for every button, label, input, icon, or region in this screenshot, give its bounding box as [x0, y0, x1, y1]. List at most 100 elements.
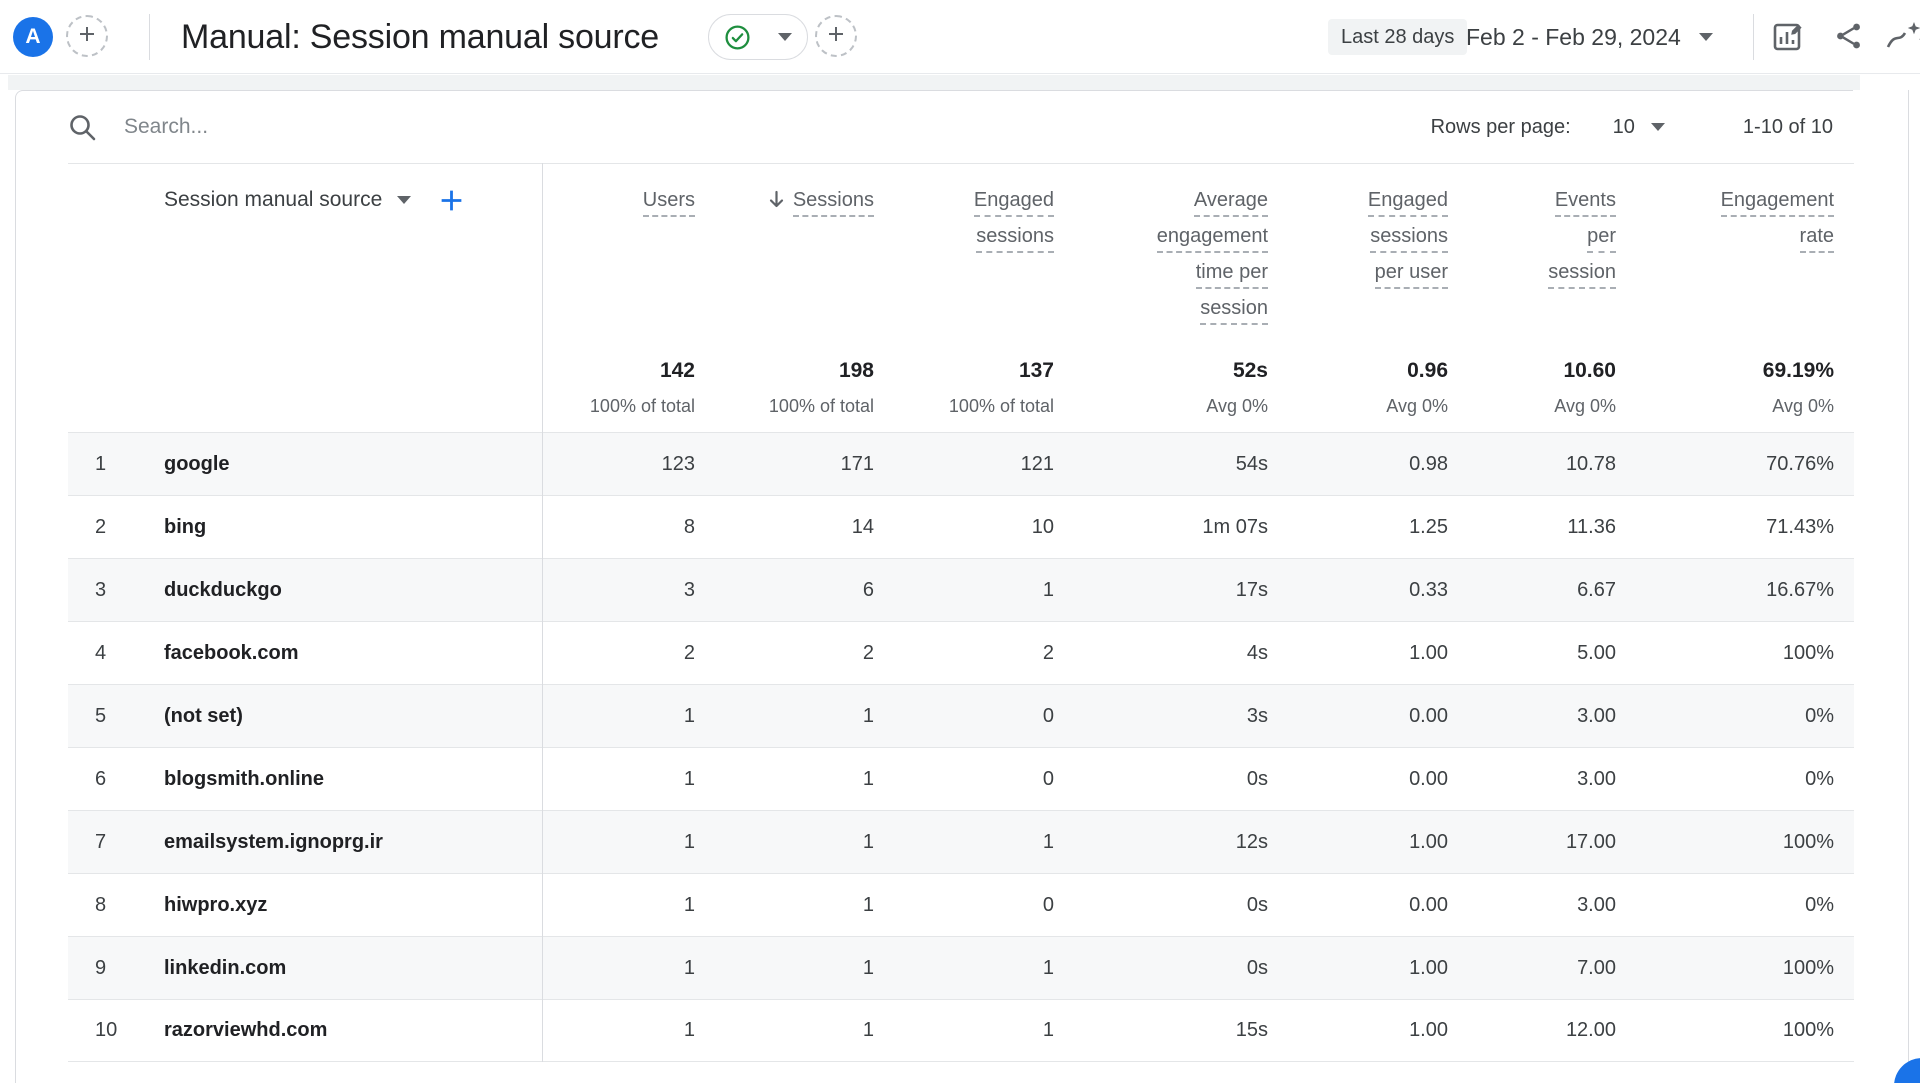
rows-per-page-label: Rows per page:: [1431, 116, 1571, 139]
column-header-average-engagement-time-per-session[interactable]: Averageengagementtime persession52sAvg 0…: [1054, 163, 1268, 432]
header-label-line: time per: [1196, 262, 1268, 289]
metric-value: 1: [542, 1000, 695, 1061]
header-label-line: Users: [643, 190, 695, 217]
column-total-subtext: 100% of total: [769, 396, 874, 417]
table-row[interactable]: 9linkedin.com1110s1.007.00100%: [68, 936, 1854, 999]
column-header-engaged-sessions-per-user[interactable]: Engagedsessionsper user0.96Avg 0%: [1268, 163, 1448, 432]
metric-value: 0s: [1054, 937, 1268, 999]
column-header-users[interactable]: Users 142 100% of total: [542, 163, 695, 432]
row-index: 8: [68, 874, 164, 936]
date-range-preset-badge: Last 28 days: [1328, 19, 1467, 55]
table-row[interactable]: 3duckduckgo36117s0.336.6716.67%: [68, 558, 1854, 621]
metric-value: 1.00: [1268, 937, 1448, 999]
insights-button[interactable]: [1886, 0, 1920, 74]
row-index: 3: [68, 559, 164, 621]
dimension-value: google: [164, 433, 542, 495]
metric-value: 6: [695, 559, 874, 621]
plus-icon: [77, 24, 97, 49]
header-label-text: time per: [1196, 262, 1268, 289]
metric-value: 17s: [1054, 559, 1268, 621]
metric-value: 8: [542, 496, 695, 558]
header-label-line: session: [1548, 262, 1616, 289]
metric-value: 100%: [1616, 811, 1854, 873]
metric-value: 1: [695, 811, 874, 873]
chevron-down-icon[interactable]: [397, 196, 411, 204]
ga4-exploration-screen: A Manual: Session manual source Last 28 …: [0, 0, 1920, 1083]
column-header-engagement-rate[interactable]: Engagementrate69.19%Avg 0%: [1616, 163, 1854, 432]
metric-value: 0.00: [1268, 685, 1448, 747]
metric-value: 100%: [1616, 622, 1854, 684]
insights-fab[interactable]: [1894, 1058, 1920, 1083]
table-row[interactable]: 2bing814101m 07s1.2511.3671.43%: [68, 495, 1854, 558]
metric-value: 10.78: [1448, 433, 1616, 495]
share-button[interactable]: [1832, 0, 1866, 74]
search-input[interactable]: [124, 105, 684, 149]
header-label-text: sessions: [1370, 226, 1448, 253]
table-row[interactable]: 1google12317112154s0.9810.7870.76%: [68, 432, 1854, 495]
date-range-picker[interactable]: Feb 2 - Feb 29, 2024: [1466, 0, 1713, 74]
metric-value: 123: [542, 433, 695, 495]
table-row[interactable]: 6blogsmith.online1100s0.003.000%: [68, 747, 1854, 810]
column-total: 0.96: [1407, 359, 1448, 383]
add-tab-button[interactable]: [66, 15, 108, 57]
header-label-text: Engagement: [1721, 190, 1834, 217]
metric-value: 1: [542, 937, 695, 999]
column-total-subtext: 100% of total: [590, 396, 695, 417]
metric-value: 3.00: [1448, 748, 1616, 810]
metric-value: 12s: [1054, 811, 1268, 873]
column-header-sessions[interactable]: Sessions198100% of total: [695, 163, 874, 432]
column-total-subtext: 100% of total: [949, 396, 1054, 417]
chart-edit-icon: [1770, 18, 1806, 57]
dimension-column-header[interactable]: Session manual source: [164, 163, 542, 432]
dimension-value: facebook.com: [164, 622, 542, 684]
metric-value: 11.36: [1448, 496, 1616, 558]
column-total-subtext: Avg 0%: [1386, 396, 1448, 417]
header-label-text: rate: [1800, 226, 1834, 253]
metric-value: 1: [542, 874, 695, 936]
metric-value: 3.00: [1448, 685, 1616, 747]
header-label-line: Engagement: [1721, 190, 1834, 217]
column-total: 142: [660, 359, 695, 383]
metric-value: 3.00: [1448, 874, 1616, 936]
metric-value: 1: [695, 1000, 874, 1061]
add-column-icon[interactable]: [438, 187, 465, 219]
table-row[interactable]: 4facebook.com2224s1.005.00100%: [68, 621, 1854, 684]
metric-value: 1: [695, 685, 874, 747]
table-row[interactable]: 8hiwpro.xyz1100s0.003.000%: [68, 873, 1854, 936]
metric-value: 1.00: [1268, 1000, 1448, 1061]
metric-value: 1: [874, 559, 1054, 621]
add-visualization-button[interactable]: [815, 15, 857, 57]
column-total-subtext: Avg 0%: [1772, 396, 1834, 417]
metric-value: 1: [874, 1000, 1054, 1061]
header-label-line: Engaged: [974, 190, 1054, 217]
insights-sparkline-icon: [1886, 18, 1920, 57]
metric-value: 0.33: [1268, 559, 1448, 621]
rows-per-page-value[interactable]: 10: [1613, 116, 1635, 139]
chevron-down-icon[interactable]: [1651, 123, 1665, 131]
header-label-line: Engaged: [1368, 190, 1448, 217]
header-label-text: Events: [1555, 190, 1616, 217]
dimension-value: bing: [164, 496, 542, 558]
table-row[interactable]: 10razorviewhd.com11115s1.0012.00100%: [68, 999, 1854, 1062]
metric-value: 17.00: [1448, 811, 1616, 873]
header-label-text: Users: [643, 190, 695, 217]
metric-value: 1.00: [1268, 622, 1448, 684]
column-header-events-per-session[interactable]: Eventspersession10.60Avg 0%: [1448, 163, 1616, 432]
canvas-band: [8, 75, 1860, 90]
column-header-engaged-sessions[interactable]: Engagedsessions137100% of total: [874, 163, 1054, 432]
chevron-down-icon: [1699, 33, 1713, 41]
sampling-status-button[interactable]: [708, 14, 808, 60]
metric-value: 0%: [1616, 685, 1854, 747]
avatar[interactable]: A: [13, 17, 53, 57]
header-label-text: session: [1200, 298, 1268, 325]
table-row[interactable]: 5(not set)1103s0.003.000%: [68, 684, 1854, 747]
metric-value: 15s: [1054, 1000, 1268, 1061]
data-table-card: Rows per page: 10 1-10 of 10 Session man…: [15, 90, 1853, 1083]
customize-report-button[interactable]: [1770, 0, 1806, 74]
metric-value: 1: [542, 748, 695, 810]
header-label-line: Sessions: [768, 190, 874, 217]
header-divider: [149, 14, 150, 60]
scrollbar-track[interactable]: [1908, 90, 1909, 1083]
metric-value: 70.76%: [1616, 433, 1854, 495]
table-row[interactable]: 7emailsystem.ignoprg.ir11112s1.0017.0010…: [68, 810, 1854, 873]
